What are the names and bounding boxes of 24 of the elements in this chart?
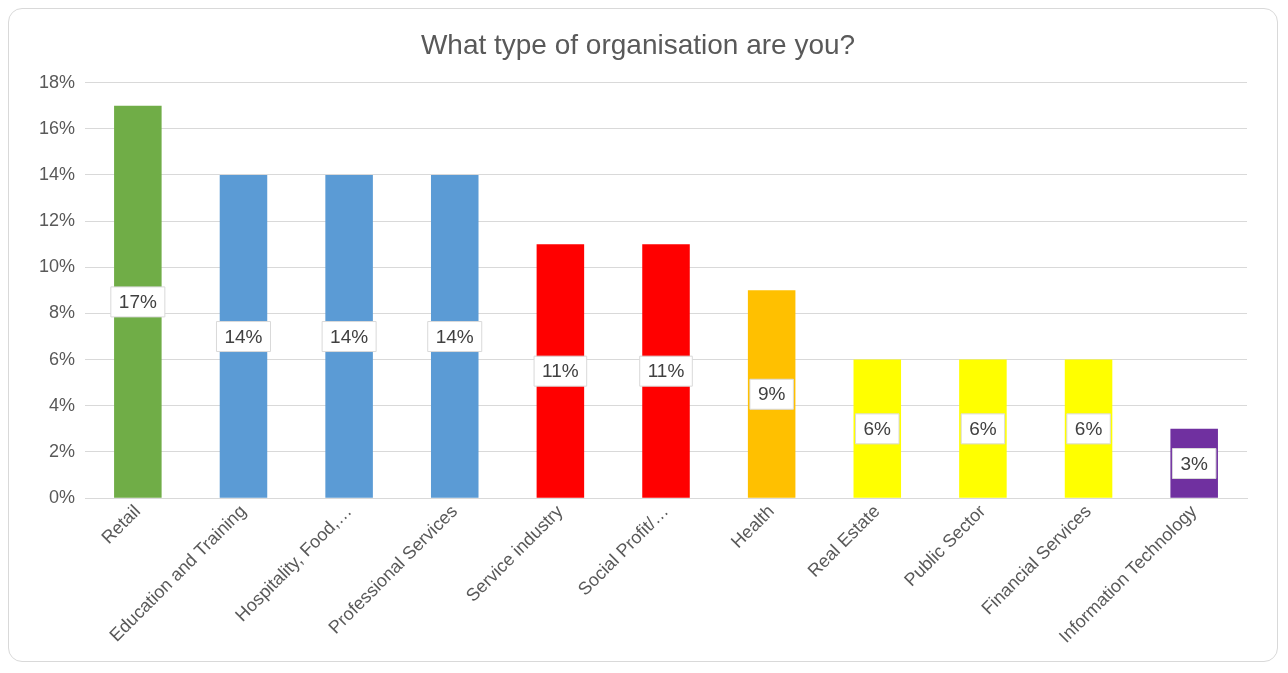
data-label: 6% (1074, 418, 1103, 440)
y-tick-label: 16% (39, 117, 76, 138)
data-label: 14% (224, 325, 263, 347)
chart-title: What type of organisation are you? (420, 28, 856, 60)
data-label: 14% (435, 325, 474, 347)
y-tick-label: 0% (49, 487, 76, 508)
y-tick-label: 6% (49, 348, 76, 369)
data-label: 6% (969, 418, 997, 440)
data-label: 17% (118, 291, 157, 313)
bar (325, 174, 373, 498)
y-tick-label: 18% (39, 71, 76, 92)
data-label: 3% (1180, 452, 1209, 474)
y-tick-label: 4% (49, 394, 76, 415)
data-label: 11% (647, 360, 685, 382)
data-label: 11% (542, 360, 579, 382)
y-tick-label: 8% (49, 302, 76, 323)
y-tick-label: 10% (39, 256, 76, 277)
y-tick-label: 14% (39, 163, 76, 184)
y-tick-label: 2% (49, 440, 76, 461)
data-label: 9% (757, 383, 786, 405)
bar (430, 174, 479, 498)
data-label: 6% (863, 418, 892, 440)
y-tick-label: 12% (39, 210, 76, 231)
data-label: 14% (330, 325, 369, 347)
